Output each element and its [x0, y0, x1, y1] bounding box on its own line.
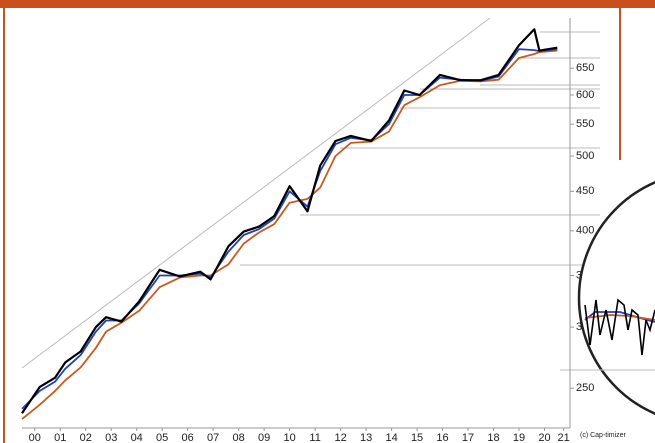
x-tick-label: 06 [182, 432, 194, 443]
y-tick-label: 650 [576, 62, 594, 74]
trend-line [21, 17, 491, 369]
series-line [21, 28, 558, 414]
y-tick-label: 450 [576, 185, 594, 197]
y-tick-label: 400 [576, 225, 594, 237]
x-tick-label: 03 [105, 432, 117, 443]
credit: (c) Cap-timizer [580, 432, 627, 439]
x-tick-label: 15 [411, 432, 423, 443]
y-tick-label: 500 [576, 150, 594, 162]
x-tick-label: 02 [80, 432, 92, 443]
x-tick-label: 05 [156, 432, 168, 443]
x-tick-label: 07 [207, 432, 219, 443]
x-tick-label: 09 [258, 432, 270, 443]
x-tick-label: 19 [513, 432, 525, 443]
x-tick-label: 17 [462, 432, 474, 443]
y-tick-label: 250 [576, 382, 594, 394]
y-tick-label: 550 [576, 118, 594, 130]
support-lines [240, 31, 600, 371]
x-tick-label: 04 [131, 432, 143, 443]
x-tick-label: 08 [233, 432, 245, 443]
x-tick-label: 14 [385, 432, 397, 443]
x-tick-label: 01 [54, 432, 66, 443]
x-tick-label: 13 [360, 432, 372, 443]
series-line [21, 49, 558, 420]
x-tick-label: 21 [558, 432, 570, 443]
x-tick-label: 18 [487, 432, 499, 443]
series-line [21, 48, 558, 410]
x-tick-label: 12 [334, 432, 346, 443]
x-tick-label: 20 [538, 432, 550, 443]
x-tick-label: 11 [309, 432, 320, 443]
x-tick-label: 10 [284, 432, 296, 443]
header-bar [0, 0, 655, 8]
x-tick-label: 00 [29, 432, 41, 443]
y-tick-label: 600 [576, 89, 594, 101]
x-tick-label: 16 [436, 432, 448, 443]
zoom-inset [577, 181, 655, 415]
